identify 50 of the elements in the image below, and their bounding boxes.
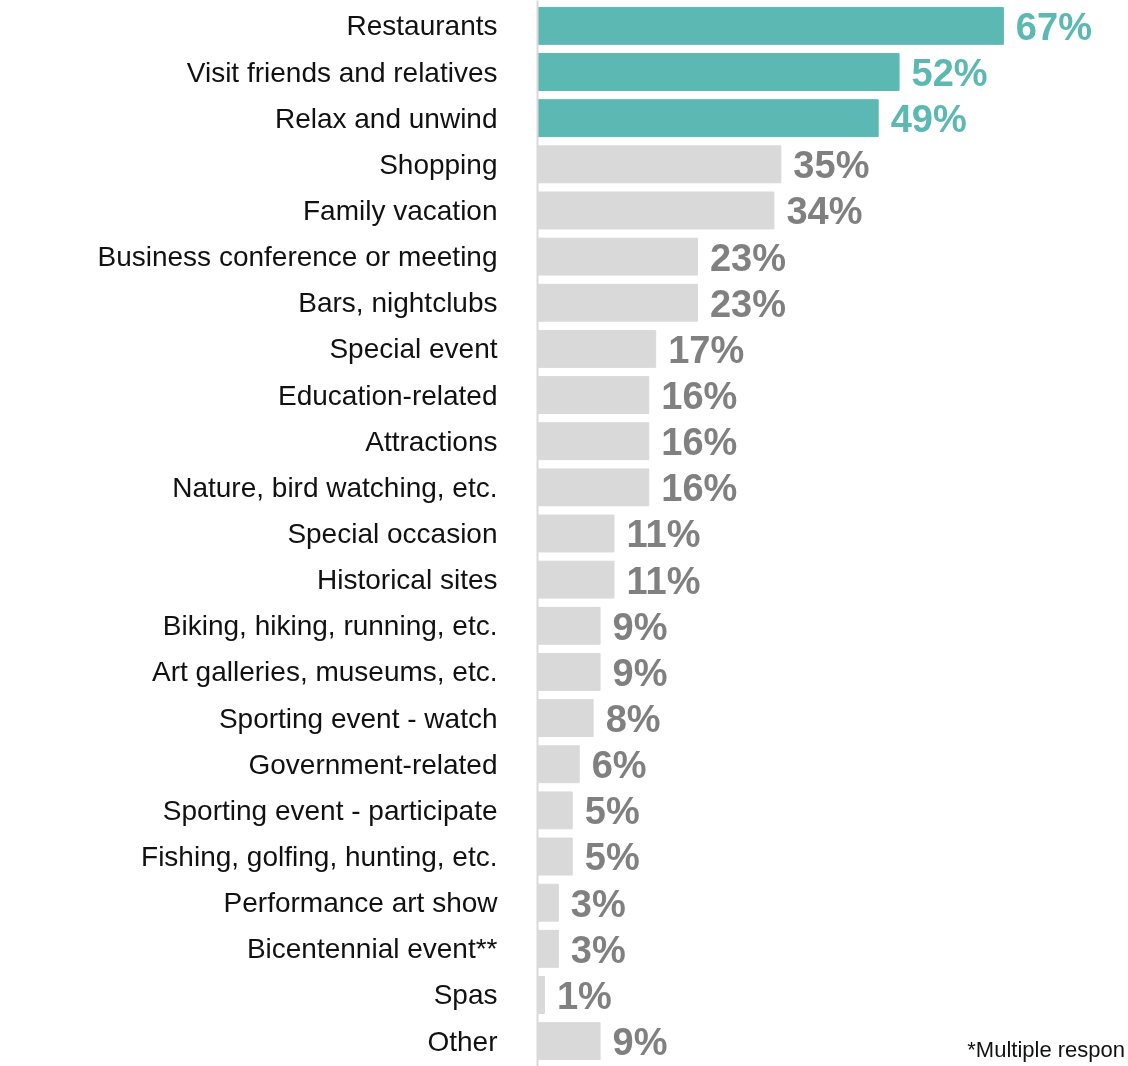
y-tick-label: Nature, bird watching, etc.: [172, 471, 498, 503]
y-tick-label: Performance art show: [223, 887, 499, 919]
y-tick-label: Special event: [329, 333, 498, 365]
y-tick-label: Relax and unwind: [274, 102, 498, 134]
y-tick-label: Spas: [433, 979, 498, 1011]
data-label: 52%: [911, 51, 988, 94]
data-label: 23%: [709, 282, 786, 325]
data-label: 16%: [661, 421, 738, 464]
data-label: 9%: [612, 651, 668, 694]
annotation: *Multiple respon: [967, 1036, 1126, 1062]
y-tick-label: Other: [427, 1025, 498, 1057]
data-label: 6%: [591, 744, 647, 787]
y-tick-label: Historical sites: [317, 564, 498, 596]
data-label: 49%: [890, 98, 967, 141]
y-tick-label: Restaurants: [346, 10, 498, 42]
bar: [537, 53, 900, 91]
y-tick-label: Shopping: [379, 148, 498, 180]
data-label: 16%: [661, 467, 738, 510]
y-tick-label: Family vacation: [302, 194, 498, 226]
y-tick-label: Bicentennial event**: [246, 933, 498, 965]
data-label: 11%: [626, 513, 701, 556]
y-tick-label: Art galleries, museums, etc.: [152, 656, 498, 688]
y-tick-label: Special occasion: [287, 518, 498, 549]
data-label: 67%: [1015, 5, 1092, 48]
y-tick-label: Business conference or meeting: [97, 241, 498, 273]
data-label: 9%: [612, 605, 668, 648]
y-tick-label: Government-related: [248, 748, 498, 780]
data-label: 5%: [584, 790, 640, 833]
data-label: 17%: [668, 328, 745, 371]
data-label: 1%: [556, 974, 612, 1017]
data-label: 3%: [570, 928, 626, 971]
data-label: 8%: [605, 698, 661, 741]
data-label: 23%: [709, 236, 786, 279]
y-tick-label: Biking, hiking, running, etc.: [162, 610, 498, 642]
data-label: 11%: [626, 559, 701, 602]
data-label: 35%: [793, 144, 870, 187]
data-label: 34%: [786, 190, 863, 233]
bar: [537, 6, 1004, 45]
y-tick-label: Attractions: [365, 425, 498, 457]
y-tick-label: Sporting event - participate: [162, 794, 498, 826]
y-tick-label: Bars, nightclubs: [298, 287, 498, 319]
data-label: 16%: [661, 374, 738, 417]
y-tick-label: Fishing, golfing, hunting, etc.: [141, 841, 498, 873]
data-label: 9%: [612, 1021, 668, 1064]
y-tick-label: Education-related: [278, 379, 498, 411]
data-label: 3%: [570, 882, 626, 925]
bar: [537, 99, 879, 138]
data-label: 5%: [584, 836, 640, 879]
y-tick-label: Visit friends and relatives: [186, 56, 498, 88]
y-tick-label: Sporting event - watch: [218, 702, 498, 734]
